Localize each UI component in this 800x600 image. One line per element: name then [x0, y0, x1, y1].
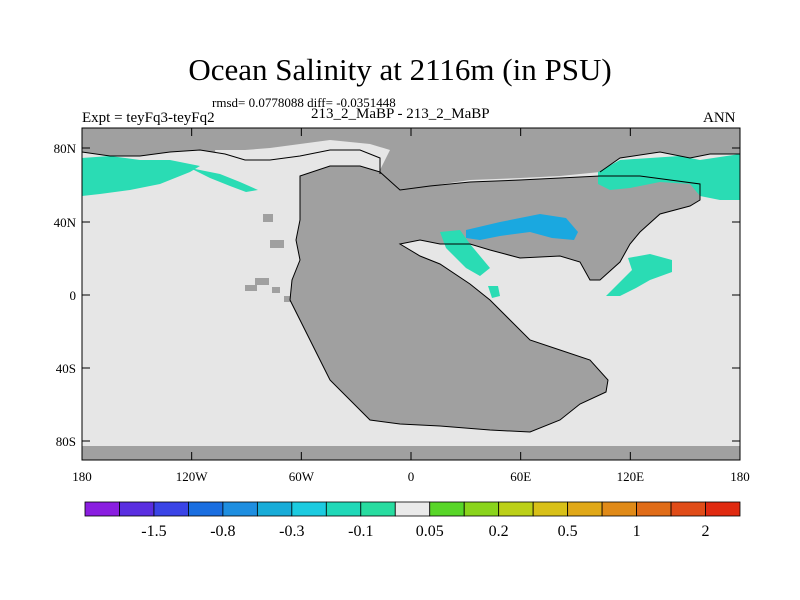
- lon-label: 120E: [617, 469, 645, 484]
- colorbar-swatch: [325, 501, 362, 517]
- colorbar-swatch: [119, 501, 155, 517]
- lon-label: 60E: [510, 469, 531, 484]
- colorbar-swatch: [188, 501, 224, 517]
- colorbar-swatch: [291, 501, 327, 517]
- anomaly-patch-tethys-east: [466, 214, 578, 240]
- colorbar-swatch: [498, 501, 534, 517]
- colorbar-swatch: [463, 501, 500, 517]
- colorbar-swatch: [153, 501, 189, 517]
- lon-label: 60W: [289, 469, 315, 484]
- colorbar-label: -0.8: [210, 523, 235, 540]
- colorbar-label: -0.1: [348, 523, 373, 540]
- lon-label: 0: [408, 469, 415, 484]
- land-fragment: [245, 285, 257, 291]
- stats-text: rmsd= 0.0778088 diff= -0.0351448: [212, 95, 396, 110]
- colorbar-swatch: [670, 501, 706, 517]
- map-panel: [81, 128, 740, 460]
- land-fragment: [270, 240, 284, 248]
- season-label: ANN: [703, 110, 736, 126]
- lat-label: 0: [70, 288, 77, 303]
- longitude-axis: 180 120W 60W 0 60E 120E 180: [72, 128, 750, 484]
- colorbar-swatch: [705, 501, 741, 517]
- lat-label: 40N: [54, 215, 77, 230]
- arctic-ocean-pocket: [215, 140, 390, 196]
- colorbar-swatch: [429, 501, 465, 517]
- anomaly-patch-arctic-east: [598, 154, 740, 200]
- lat-label: 80N: [54, 141, 77, 156]
- colorbar-label: -1.5: [141, 523, 166, 540]
- colorbar-swatch: [394, 501, 431, 517]
- lon-label: 120W: [176, 469, 209, 484]
- land-fragment: [263, 214, 273, 222]
- lon-label: 180: [730, 469, 750, 484]
- anomaly-patch-north-atlantic: [82, 156, 200, 196]
- coastline-north: [81, 149, 381, 174]
- colorbar-swatch: [84, 501, 120, 517]
- pangaea-land: [290, 166, 700, 432]
- latitude-axis: 80N 40N 0 40S 80S: [54, 141, 740, 449]
- colorbar-swatch: [360, 501, 396, 517]
- plot-title: Ocean Salinity at 2116m (in PSU): [188, 52, 612, 87]
- colorbar-label: 1: [633, 523, 641, 540]
- coastline-pangaea: [289, 165, 701, 433]
- colorbar-swatch: [636, 501, 672, 517]
- land-fragment: [272, 287, 280, 293]
- north-land: [82, 128, 740, 190]
- colorbar-label: 0.05: [416, 523, 444, 540]
- colorbar-swatch: [222, 501, 258, 517]
- lat-label: 80S: [56, 434, 76, 449]
- experiment-label: Expt = teyFq3-teyFq2: [82, 110, 215, 126]
- period-label: 213_2_MaBP - 213_2_MaBP: [311, 106, 490, 122]
- colorbar-swatch: [256, 501, 293, 517]
- colorbar-swatch: [532, 501, 569, 517]
- colorbar-label: 0.5: [558, 523, 578, 540]
- lat-label: 40S: [56, 361, 76, 376]
- land-fragment: [284, 296, 292, 302]
- anomaly-patch-north: [190, 168, 258, 192]
- coastline-north-east: [599, 151, 740, 173]
- colorbar-swatch: [567, 501, 603, 517]
- colorbar-label: 0.2: [489, 523, 509, 540]
- colorbar-label: 2: [702, 523, 710, 540]
- lon-label: 180: [72, 469, 92, 484]
- colorbar: -1.5 -0.8 -0.3 -0.1 0.05 0.2 0.5 1 2: [84, 501, 741, 540]
- land-fragment: [255, 278, 269, 285]
- anomaly-patch-pacific-east: [606, 254, 672, 296]
- anomaly-patch-tethys-small: [488, 286, 500, 298]
- colorbar-swatch: [601, 501, 637, 517]
- colorbar-label: -0.3: [279, 523, 304, 540]
- anomaly-patch-tethys-west: [440, 230, 490, 276]
